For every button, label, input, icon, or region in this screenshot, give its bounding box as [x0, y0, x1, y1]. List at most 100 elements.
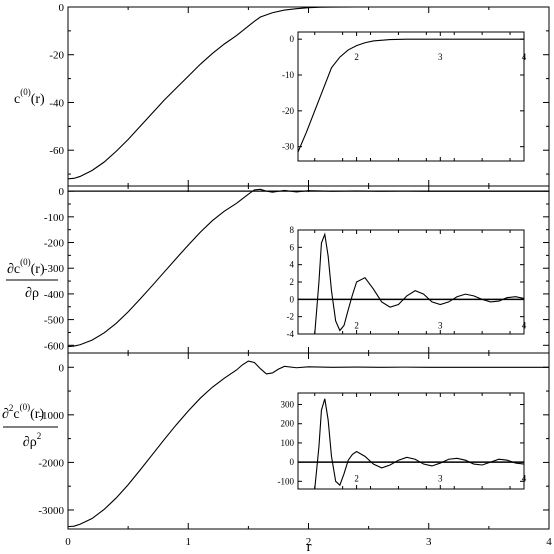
inset-data-point — [423, 39, 424, 40]
inset-data-point — [507, 460, 508, 461]
data-point — [128, 484, 129, 485]
data-point — [74, 346, 75, 347]
data-point — [308, 190, 309, 191]
data-point — [68, 526, 69, 527]
data-point — [428, 7, 429, 8]
data-point — [278, 369, 279, 370]
data-point — [260, 368, 261, 369]
inset-data-point — [482, 465, 483, 466]
inset-data-point — [339, 330, 340, 331]
inset-plot-frame — [297, 229, 525, 335]
data-point — [260, 189, 261, 190]
data-point — [74, 526, 75, 527]
inset-y-tick-label: -100 — [278, 476, 295, 486]
ylabel-part: (r) — [31, 262, 45, 277]
data-point — [80, 176, 81, 177]
y-tick-label: -3000 — [38, 505, 64, 517]
inset-x-tick-label: 3 — [438, 321, 443, 331]
y-tick-label: -40 — [49, 97, 64, 109]
inset-data-point — [490, 301, 491, 302]
data-point — [104, 162, 105, 163]
inset-x-tick-label: 3 — [438, 52, 443, 62]
data-point — [152, 285, 153, 286]
y-axis-label-bottom: ∂2c(0)(r) — [2, 402, 44, 422]
data-point — [224, 378, 225, 379]
data-point — [332, 191, 333, 192]
inset-data-point — [406, 295, 407, 296]
data-point — [308, 366, 309, 367]
data-point — [200, 398, 201, 399]
inset-x-tick-label: 3 — [438, 474, 443, 484]
inset-data-point — [448, 301, 449, 302]
x-tick-label: 1 — [186, 536, 192, 548]
data-point — [248, 26, 249, 27]
data-line — [68, 360, 549, 528]
data-point — [248, 361, 249, 362]
inset-x-tick-label: 2 — [354, 474, 359, 484]
inset-data-point — [339, 485, 340, 486]
data-point — [266, 191, 267, 192]
inset-data-point — [490, 462, 491, 463]
data-point — [164, 439, 165, 440]
data-point — [92, 340, 93, 341]
chart-inset-top: 2 3 4 0 -10 -20 -30 — [282, 31, 527, 162]
data-point — [224, 43, 225, 44]
data-point — [296, 8, 297, 9]
inset-data-point — [465, 460, 466, 461]
inset-y-tick-label: 2 — [290, 277, 295, 287]
x-tick-label: 0 — [65, 536, 71, 548]
inset-data-point — [318, 446, 319, 447]
inset-data-point — [423, 464, 424, 465]
inset-data-point — [482, 299, 483, 300]
data-point — [272, 372, 273, 373]
data-point — [236, 35, 237, 36]
chart-panel-middle: 0 -100 -200 -300 -400 -500 -600 — [44, 185, 550, 354]
inset-y-tick-label: 4 — [290, 260, 295, 270]
chart-panel-bottom: 0 1 2 3 40-1000-2000-3000 — [38, 352, 552, 548]
data-point — [236, 203, 237, 204]
data-point — [242, 364, 243, 365]
inset-data-point — [406, 457, 407, 458]
data-point — [428, 367, 429, 368]
y-tick-label: 0 — [59, 362, 65, 374]
inset-data-point — [431, 301, 432, 302]
inset-data-point — [335, 321, 336, 322]
inset-data-point — [348, 460, 349, 461]
ylabel-sup: 2 — [37, 431, 42, 441]
inset-x-tick-label: 2 — [354, 321, 359, 331]
ylabel-part: ∂ρ — [23, 435, 37, 450]
data-point — [332, 367, 333, 368]
inset-data-point — [364, 42, 365, 43]
inset-y-tick-label: -30 — [282, 142, 294, 152]
inset-data-point — [431, 465, 432, 466]
data-point — [200, 64, 201, 65]
inset-y-tick-label: 300 — [281, 400, 295, 410]
inset-data-point — [415, 290, 416, 291]
data-point — [140, 470, 141, 471]
data-point — [272, 12, 273, 13]
data-point — [266, 373, 267, 374]
inset-data-point — [344, 325, 345, 326]
ylabel-part: ∂c — [7, 262, 20, 277]
inset-x-tick-label: 4 — [522, 474, 527, 484]
data-point — [200, 232, 201, 233]
data-point — [380, 7, 381, 8]
chart-inset-middle: 2 3 4 8 6 4 2 0 -2 -4 — [287, 225, 527, 339]
y-axis-label-bottom-denominator: ∂ρ2 — [23, 431, 41, 450]
data-point — [212, 53, 213, 54]
data-point — [164, 100, 165, 101]
inset-data-point — [390, 39, 391, 40]
inset-data-point — [398, 304, 399, 305]
data-point — [74, 178, 75, 179]
inset-data-point — [331, 456, 332, 457]
data-point — [92, 518, 93, 519]
y-tick-label: -2000 — [38, 457, 64, 469]
inset-data-point — [298, 152, 299, 153]
data-point — [236, 370, 237, 371]
x-tick-label: 3 — [426, 536, 432, 548]
data-point — [284, 190, 285, 191]
inset-data-point — [515, 463, 516, 464]
data-point — [332, 7, 333, 8]
y-axis-label-middle: ∂c(0)(r) — [7, 257, 45, 277]
data-point — [488, 367, 489, 368]
